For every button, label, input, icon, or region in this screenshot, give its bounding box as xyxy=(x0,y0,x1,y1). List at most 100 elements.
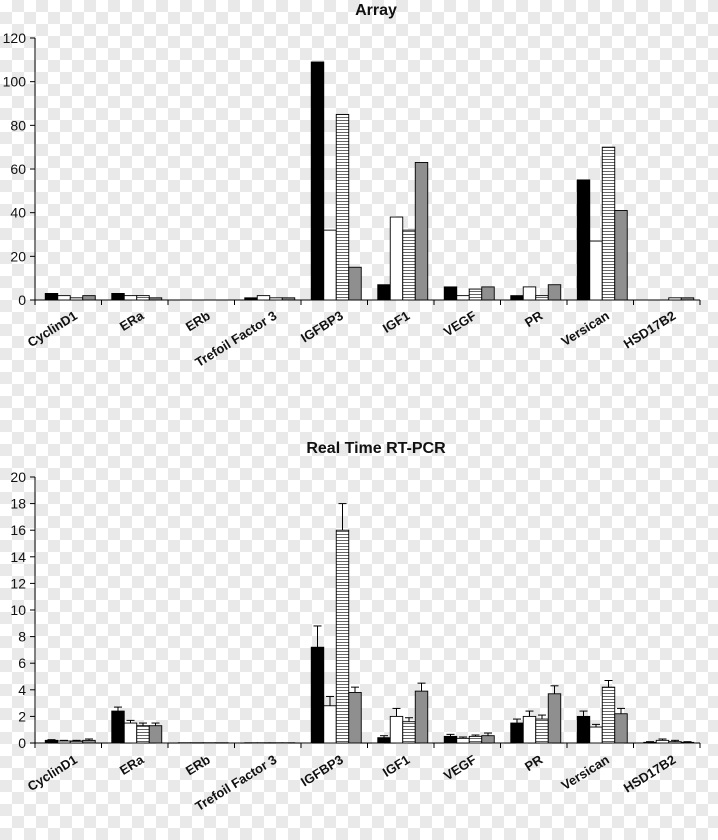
rtpcr-category-label: CyclinD1 xyxy=(25,752,80,794)
rtpcr-bar xyxy=(601,686,616,744)
rtpcr-y-tick-label: 20 xyxy=(10,469,26,485)
array-bar xyxy=(576,179,591,301)
array-bar xyxy=(148,297,163,301)
rtpcr-bar xyxy=(443,735,458,744)
rtpcr-bar xyxy=(456,737,470,744)
rtpcr-bar xyxy=(44,739,59,744)
array-bar xyxy=(323,229,337,301)
rtpcr-bar xyxy=(481,735,495,744)
array-bar xyxy=(310,61,325,301)
rtpcr-y-tick-label: 2 xyxy=(18,708,26,724)
rtpcr-bar xyxy=(522,715,537,744)
array-bar xyxy=(510,295,524,301)
array-bar xyxy=(348,266,362,301)
rtpcr-bar xyxy=(510,722,524,744)
array-y-tick-label: 40 xyxy=(10,205,26,221)
rtpcr-bar xyxy=(335,529,350,744)
rtpcr-y-tick-label: 0 xyxy=(18,735,26,751)
array-bar xyxy=(522,286,537,301)
rtpcr-chart-title: Real Time RT-PCR xyxy=(306,440,446,457)
rtpcr-bar xyxy=(614,713,628,744)
array-bar xyxy=(443,286,458,301)
rtpcr-category-label: PR xyxy=(522,752,546,775)
array-bar xyxy=(57,295,71,301)
array-bar xyxy=(668,297,682,301)
array-y-tick-label: 60 xyxy=(10,161,26,177)
array-bar xyxy=(547,284,562,301)
array-category-label: PR xyxy=(522,308,546,331)
array-bar xyxy=(377,284,391,301)
rtpcr-bar xyxy=(57,740,71,744)
rtpcr-bar xyxy=(547,693,562,744)
array-bar xyxy=(69,297,84,301)
rtpcr-bar xyxy=(123,722,138,744)
array-bar xyxy=(269,297,283,301)
array-category-label: Versican xyxy=(559,308,612,349)
array-bar xyxy=(535,295,549,301)
rtpcr-y-tick-label: 6 xyxy=(18,655,26,671)
rtpcr-bar xyxy=(643,741,657,744)
rtpcr-bar xyxy=(111,710,125,744)
array-bar xyxy=(468,288,483,301)
rtpcr-bar xyxy=(377,737,391,744)
array-category-label: ERb xyxy=(183,308,213,335)
array-bar xyxy=(123,295,138,301)
array-y-tick-label: 120 xyxy=(3,30,27,46)
rtpcr-bar xyxy=(310,646,325,744)
array-bar xyxy=(680,297,695,301)
rtpcr-bar xyxy=(136,725,150,744)
rtpcr-bar xyxy=(655,739,670,744)
array-chart-title: Array xyxy=(355,2,397,19)
rtpcr-y-tick-label: 12 xyxy=(10,575,26,591)
rtpcr-y-tick-label: 14 xyxy=(10,549,26,565)
rtpcr-bar xyxy=(468,735,483,744)
rtpcr-bar xyxy=(348,692,362,744)
rtpcr-category-label: ERa xyxy=(117,751,147,778)
array-bar xyxy=(335,113,350,301)
rtpcr-y-tick-label: 10 xyxy=(10,602,26,618)
rtpcr-bar xyxy=(82,739,96,744)
array-category-label: HSD17B2 xyxy=(621,308,679,352)
rtpcr-category-label: Versican xyxy=(559,752,612,793)
rtpcr-category-label: ERb xyxy=(183,752,213,779)
rtpcr-y-tick-label: 4 xyxy=(18,682,26,698)
rtpcr-category-label: HSD17B2 xyxy=(621,752,679,796)
array-bar xyxy=(82,295,96,301)
rtpcr-bar xyxy=(402,721,416,744)
array-bar xyxy=(389,216,404,301)
rtpcr-chart: Real Time RT-PCR 0 2 4 6 8 10 12 14 16 18 20 Cyclin… xyxy=(10,440,701,814)
array-category-label: ERa xyxy=(117,307,147,334)
rtpcr-bar xyxy=(668,741,682,744)
array-bar xyxy=(136,295,150,301)
array-bar xyxy=(402,229,416,301)
rtpcr-bar xyxy=(148,725,163,744)
array-y-tick-label: 0 xyxy=(18,292,26,308)
array-y-tick-label: 80 xyxy=(10,117,26,133)
rtpcr-y-tick-label: 8 xyxy=(18,629,26,645)
rtpcr-y-tick-label: 18 xyxy=(10,496,26,512)
rtpcr-bar xyxy=(589,726,603,744)
rtpcr-bar xyxy=(680,741,695,744)
rtpcr-bar xyxy=(69,740,84,744)
array-category-label: IGF1 xyxy=(380,308,412,336)
rtpcr-bar xyxy=(323,705,337,744)
array-bar xyxy=(111,293,125,301)
array-bar xyxy=(281,297,296,301)
array-bar xyxy=(414,161,429,301)
rtpcr-category-label: VEGF xyxy=(441,752,479,784)
array-category-label: CyclinD1 xyxy=(25,308,80,350)
rtpcr-category-label: IGF1 xyxy=(380,752,412,780)
array-bar xyxy=(589,240,603,301)
array-bar xyxy=(456,295,470,301)
array-y-tick-label: 100 xyxy=(3,74,27,90)
array-y-tick-label: 20 xyxy=(10,248,26,264)
rtpcr-y-tick-label: 16 xyxy=(10,522,26,538)
rtpcr-bar xyxy=(389,715,404,744)
array-bar xyxy=(44,293,59,301)
rtpcr-category-label: IGFBP3 xyxy=(298,752,346,790)
array-bar xyxy=(244,297,258,301)
rtpcr-bar xyxy=(576,715,591,744)
rtpcr-bar xyxy=(535,718,549,744)
